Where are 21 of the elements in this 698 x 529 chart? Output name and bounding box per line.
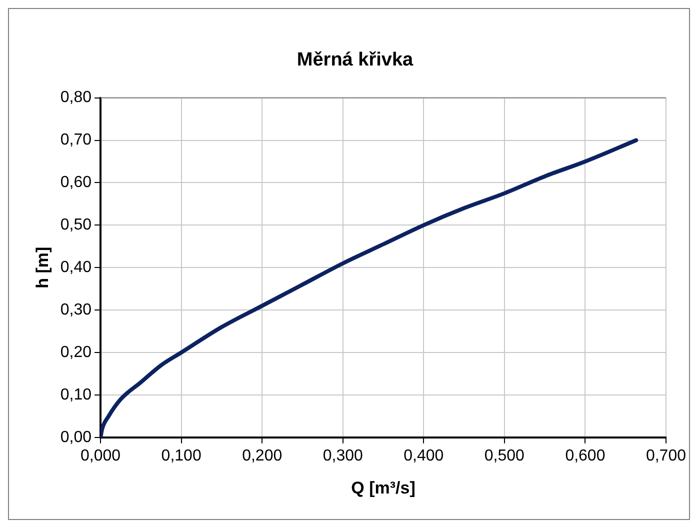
x-tick-label: 0,000 (80, 447, 121, 464)
y-tick-label: 0,30 (60, 301, 92, 318)
y-tick-label: 0,70 (60, 132, 92, 149)
y-tick-label: 0,50 (60, 216, 92, 234)
y-tick-label: 0,60 (60, 174, 92, 192)
y-tick-label: 0,20 (60, 344, 92, 361)
x-tick-label: 0,400 (404, 447, 444, 464)
x-tick-label: 0,300 (322, 447, 363, 464)
x-tick-label: 0,500 (484, 447, 525, 464)
y-tick-label: 0,40 (60, 259, 92, 276)
chart-title: Měrná křivka (296, 50, 414, 71)
y-axis-title: h [m] (32, 246, 52, 288)
y-tick-label: 0,00 (60, 428, 92, 446)
x-tick-label: 0,200 (242, 447, 282, 464)
y-tick-label: 0,80 (60, 89, 92, 106)
x-tick-label: 0,700 (646, 447, 686, 464)
x-tick-label: 0,600 (565, 447, 606, 464)
line-series (100, 138, 638, 438)
x-tick-label: 0,100 (161, 447, 202, 464)
x-axis-title: Q [m³/s] (351, 478, 416, 498)
y-tick-label: 0,10 (60, 386, 92, 404)
